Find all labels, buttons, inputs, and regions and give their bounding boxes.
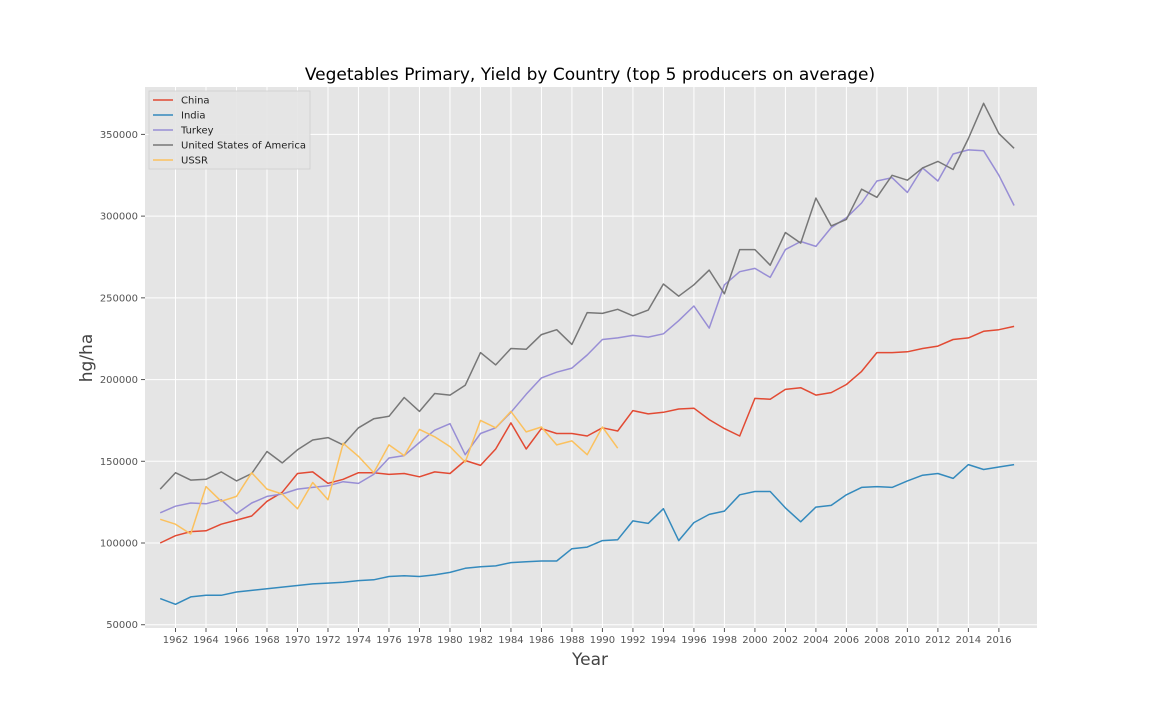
y-tick-label: 50000 <box>106 620 138 631</box>
y-tick-label: 300000 <box>100 212 138 223</box>
x-tick-label: 1994 <box>651 635 676 646</box>
x-tick-label: 1968 <box>254 635 279 646</box>
x-tick-label: 1970 <box>285 635 310 646</box>
legend-label-united-states-of-america: United States of America <box>181 141 306 152</box>
x-tick-label: 2000 <box>742 635 767 646</box>
x-tick-label: 1966 <box>224 635 249 646</box>
plot-background <box>145 87 1037 628</box>
chart-title: Vegetables Primary, Yield by Country (to… <box>305 65 875 85</box>
y-tick-label: 200000 <box>100 375 138 386</box>
series-line-china <box>159 325 1015 544</box>
y-tick-label: 350000 <box>100 130 138 141</box>
x-tick-label: 1988 <box>559 635 584 646</box>
x-tick-label: 2016 <box>986 635 1011 646</box>
x-axis-ticks: 1962 1964 1966 1968 1970 1972 1974 1976 1978 1980… <box>163 628 1012 646</box>
x-tick-label: 2014 <box>956 635 981 646</box>
legend-label-ussr: USSR <box>181 156 208 167</box>
x-tick-label: 1972 <box>315 635 340 646</box>
y-tick-label: 250000 <box>100 293 138 304</box>
legend-label-china: China <box>181 96 210 107</box>
x-tick-label: 1998 <box>712 635 737 646</box>
legend-box <box>148 90 311 170</box>
x-tick-label: 2002 <box>773 635 798 646</box>
x-tick-label: 2006 <box>834 635 859 646</box>
legend-label-india: India <box>181 111 206 122</box>
y-tick-label: 150000 <box>100 457 138 468</box>
legend: China India Turkey United States of America… <box>148 90 311 170</box>
x-axis-label: Year <box>571 650 608 670</box>
x-tick-label: 2012 <box>925 635 950 646</box>
x-tick-label: 1978 <box>407 635 432 646</box>
y-axis-label: hg/ha <box>77 334 97 383</box>
x-tick-label: 2004 <box>803 635 828 646</box>
series-line-ussr <box>159 410 619 535</box>
x-tick-label: 1982 <box>468 635 493 646</box>
x-tick-label: 1996 <box>681 635 706 646</box>
legend-label-turkey: Turkey <box>180 126 214 137</box>
x-tick-label: 1984 <box>498 635 523 646</box>
y-axis-ticks: 50000 100000 150000 200000 250000 300000 35000… <box>100 130 145 631</box>
x-tick-label: 1974 <box>346 635 371 646</box>
x-tick-label: 2008 <box>864 635 889 646</box>
x-tick-label: 1964 <box>193 635 218 646</box>
x-tick-label: 2010 <box>895 635 920 646</box>
series-lines <box>159 102 1015 606</box>
series-line-turkey <box>159 149 1015 515</box>
x-tick-label: 1962 <box>163 635 188 646</box>
grid <box>145 87 1037 628</box>
series-line-india <box>159 463 1015 606</box>
x-tick-label: 1980 <box>437 635 462 646</box>
series-line-united-states-of-america <box>159 102 1015 490</box>
x-tick-label: 1986 <box>529 635 554 646</box>
y-tick-label: 100000 <box>100 539 138 550</box>
x-tick-label: 1990 <box>590 635 615 646</box>
x-tick-label: 1976 <box>376 635 401 646</box>
x-tick-label: 1992 <box>620 635 645 646</box>
